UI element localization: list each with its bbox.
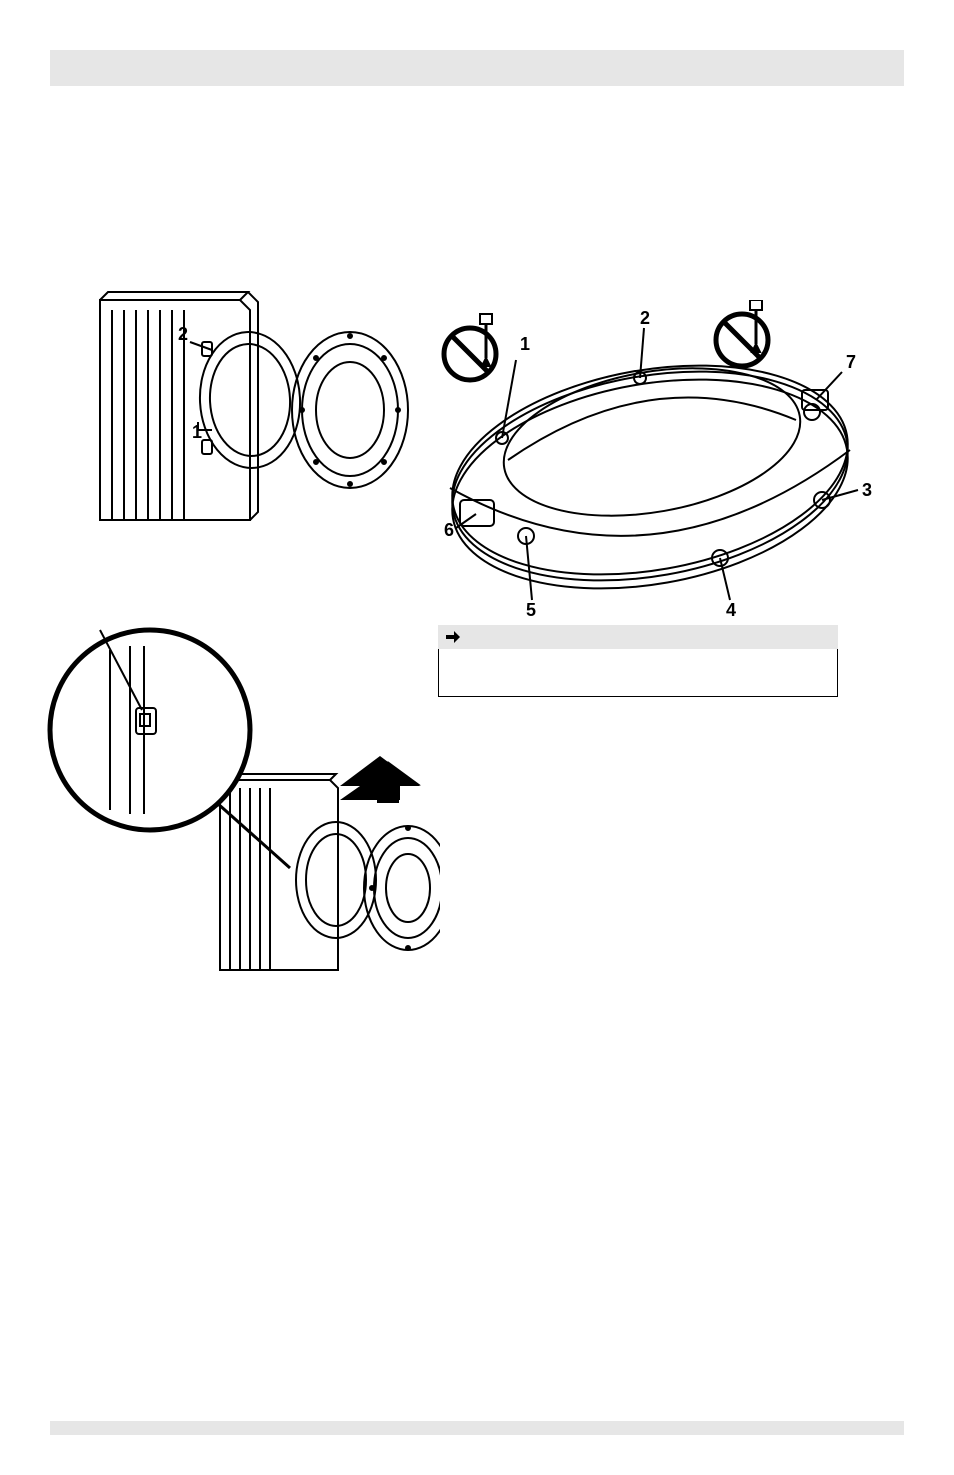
figure-washer-zoom-latch <box>40 600 440 1000</box>
callout-3: 3 <box>862 480 872 500</box>
figure-washer-open-door: 1 2 <box>80 280 420 540</box>
callout-1: 1 <box>520 334 530 354</box>
note-body <box>438 649 838 697</box>
footer-bar <box>50 1421 904 1435</box>
screw-right <box>750 300 762 352</box>
callout-5: 5 <box>526 600 536 620</box>
header-bar <box>50 50 904 86</box>
note-header <box>438 625 838 649</box>
figure-door-assembly: 1 2 3 4 5 6 7 <box>430 300 910 630</box>
note-box <box>438 625 838 697</box>
lift-arrow-icon <box>340 756 420 800</box>
callout-2: 2 <box>640 308 650 328</box>
right-arrow-icon <box>444 628 462 646</box>
page: 1 2 <box>0 0 954 1475</box>
callout-2: 2 <box>178 324 188 344</box>
callout-7: 7 <box>846 352 856 372</box>
callout-4: 4 <box>726 600 736 620</box>
callout-6: 6 <box>444 520 454 540</box>
callout-1: 1 <box>192 422 202 442</box>
